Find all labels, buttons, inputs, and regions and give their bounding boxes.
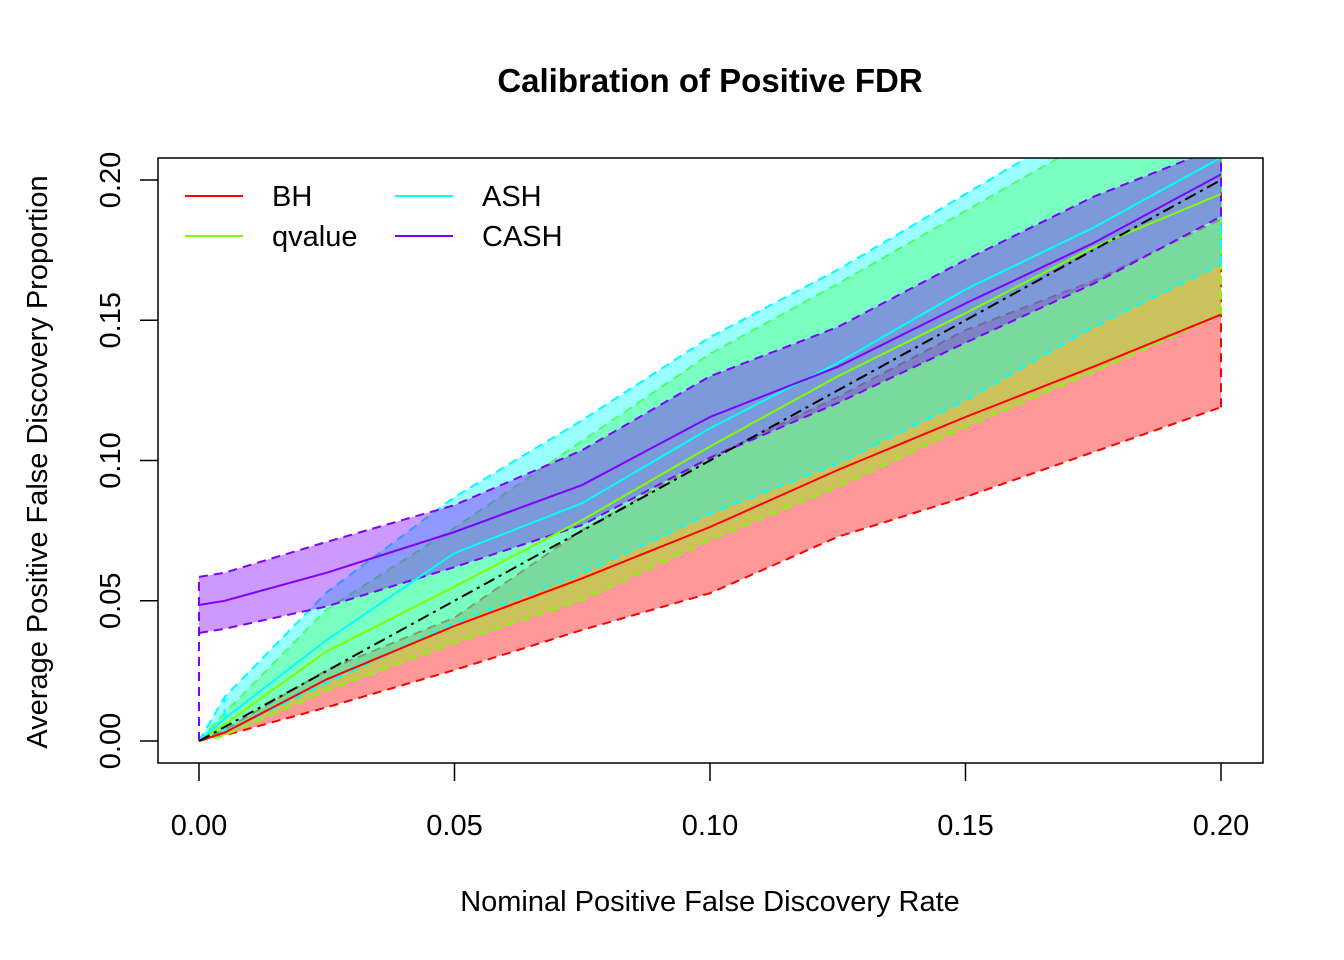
y-tick-label: 0.20 xyxy=(95,152,127,208)
band-cash xyxy=(199,158,1221,633)
y-tick-label: 0.05 xyxy=(95,573,127,629)
lower-bound-qvalue xyxy=(198,313,1222,742)
upper-bound-ash xyxy=(198,158,1029,742)
x-tick-label: 0.05 xyxy=(426,810,482,842)
upper-bound-bh xyxy=(198,218,1222,742)
legend-item-qvalue: qvalue xyxy=(185,221,357,253)
legend-item-cash: CASH xyxy=(395,221,563,253)
upper-bound-qvalue xyxy=(198,158,1061,742)
lower-bound-cash xyxy=(198,215,1222,634)
x-tick-label: 0.20 xyxy=(1193,810,1249,842)
legend-label-bh: BH xyxy=(272,181,312,213)
legend-item-ash: ASH xyxy=(395,181,542,213)
mean-line-qvalue xyxy=(198,193,1222,742)
x-tick-label: 0.10 xyxy=(682,810,738,842)
y-axis: 0.00 0.05 0.10 0.15 0.20 xyxy=(95,152,158,769)
mean-line-ash xyxy=(198,158,1222,742)
mean-line-cash xyxy=(198,173,1222,606)
y-tick-label: 0.10 xyxy=(95,432,127,488)
legend-item-bh: BH xyxy=(185,181,312,213)
x-axis: 0.00 0.05 0.10 0.15 0.20 xyxy=(171,763,1249,842)
band-bh xyxy=(199,219,1221,742)
legend-label-cash: CASH xyxy=(482,221,563,253)
x-tick-label: 0.15 xyxy=(937,810,993,842)
x-tick-label: 0.00 xyxy=(171,810,227,842)
legend: BH qvalue ASH CASH xyxy=(185,181,563,253)
x-axis-label: Nominal Positive False Discovery Rate xyxy=(460,886,960,918)
y-axis-label: Average Positive False Discovery Proport… xyxy=(22,175,54,748)
mean-line-bh xyxy=(198,313,1222,742)
legend-label-qvalue: qvalue xyxy=(272,221,357,253)
legend-label-ash: ASH xyxy=(482,181,542,213)
y-tick-label: 0.15 xyxy=(95,292,127,348)
lower-bound-bh xyxy=(198,406,1222,742)
upper-bound-cash xyxy=(198,158,1195,578)
lines-layer xyxy=(198,158,1222,742)
y-tick-label: 0.00 xyxy=(95,713,127,769)
chart-title: Calibration of Positive FDR xyxy=(497,62,923,99)
lower-bound-ash xyxy=(198,263,1222,742)
reference-line xyxy=(198,179,1222,742)
